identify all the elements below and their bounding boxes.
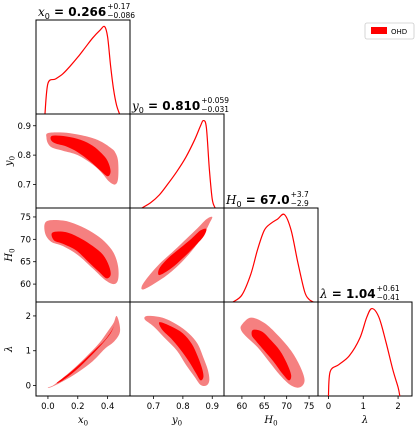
y-tick-label-y0: 0.9 — [17, 122, 31, 132]
x-tick-label-H0: 75 — [304, 402, 315, 412]
contour-1sigma-y0-H0 — [158, 228, 207, 276]
contour-panel-x0-y0 — [35, 113, 131, 209]
title-subscript: 0 — [139, 106, 144, 115]
title-value: = 1.04 — [328, 287, 376, 301]
panel-frame-x0-lambda — [35, 301, 131, 397]
title-symbol: λ — [319, 287, 328, 301]
y-tick-label-H0: 70 — [20, 235, 31, 245]
title-value: = 0.266 — [50, 5, 106, 19]
axis-label-subscript: 0 — [178, 420, 182, 428]
x-tick-label-lambda: 2 — [395, 402, 400, 412]
title-plus-error-x0: +0.17 — [107, 2, 130, 11]
marginal-panel-y0: y0 = 0.810 +0.059−0.031 — [129, 96, 229, 209]
y-tick-label-lambda: 2 — [26, 312, 31, 322]
x-tick-label-y0: 0.9 — [205, 402, 219, 412]
legend-swatch-ohd — [371, 27, 387, 34]
title-plus-error-lambda: +0.61 — [377, 284, 400, 293]
panel-title-x0: x0 = 0.266 — [38, 5, 106, 21]
x-tick-label-lambda: 0 — [326, 402, 331, 412]
marginal-curve-lambda — [327, 307, 401, 397]
y-tick-label-y0: 0.8 — [17, 151, 31, 161]
axis-label-subscript: 0 — [84, 420, 88, 428]
legend-label-ohd: OHD — [391, 28, 407, 36]
x-tick-label-x0: 0.2 — [71, 402, 85, 412]
panel-title-y0: y0 = 0.810 — [131, 99, 200, 115]
axis-label-symbol: y — [4, 160, 15, 167]
y-axis-label-H0: H0 — [4, 248, 17, 262]
axis-label-subscript: 0 — [273, 420, 277, 428]
y-tick-label-y0: 0.7 — [17, 181, 31, 191]
contour-panel-H0-lambda — [223, 301, 319, 397]
axis-label-symbol: λ — [361, 415, 368, 426]
x-axis-label-lambda: λ — [361, 415, 368, 426]
x-tick-label-H0: 70 — [281, 402, 292, 412]
axis-label-symbol: λ — [4, 346, 15, 353]
contour-1sigma-y0-lambda — [158, 322, 204, 381]
axis-label-symbol: H — [4, 253, 15, 263]
contour-2sigma-x0-lambda — [47, 315, 121, 388]
y-tick-label-H0: 75 — [20, 213, 31, 223]
axis-label-subscript: 0 — [9, 248, 17, 252]
marginal-curve-H0 — [232, 213, 314, 303]
y-tick-label-H0: 60 — [20, 280, 31, 290]
x-tick-label-H0: 60 — [236, 402, 247, 412]
title-symbol: x — [38, 5, 45, 19]
contour-1sigma-x0-y0 — [50, 135, 111, 177]
x-tick-label-lambda: 1 — [361, 402, 366, 412]
title-minus-error-x0: −0.086 — [107, 11, 135, 20]
title-plus-error-H0: +3.7 — [291, 190, 309, 199]
y-axis-label-lambda: λ — [4, 346, 15, 353]
contour-1sigma-x0-lambda — [56, 323, 116, 384]
axis-label-symbol: x — [78, 415, 84, 426]
axis-label-symbol: y — [171, 415, 178, 426]
contour-2sigma-y0-lambda — [144, 315, 210, 387]
x-axis-label-y0: y0 — [171, 415, 182, 428]
title-symbol: y — [131, 99, 139, 113]
y-axis-label-y0: y0 — [4, 156, 17, 167]
title-symbol: H — [225, 193, 237, 207]
x-axis-label-x0: x0 — [78, 415, 88, 428]
x-tick-label-y0: 0.7 — [147, 402, 161, 412]
title-plus-error-y0: +0.059 — [201, 96, 229, 105]
contour-1sigma-H0-lambda — [251, 329, 292, 381]
contour-panel-y0-H0 — [129, 207, 225, 303]
panel-frame-H0-lambda — [223, 301, 319, 397]
legend: OHD — [364, 22, 415, 40]
contour-panel-x0-lambda — [35, 301, 131, 397]
marginal-panel-x0: x0 = 0.266 +0.17−0.086 — [35, 2, 135, 115]
marginal-curve-x0 — [44, 25, 121, 115]
contour-panel-x0-H0 — [35, 207, 131, 303]
panel-title-lambda: λ = 1.04 — [319, 287, 376, 301]
panel-title-H0: H0 = 67.0 — [225, 193, 290, 209]
panel-frame-lambda — [317, 301, 413, 397]
x-tick-label-y0: 0.8 — [176, 402, 190, 412]
x-tick-label-H0: 65 — [259, 402, 270, 412]
x-tick-label-x0: 0.0 — [41, 402, 55, 412]
axis-label-symbol: H — [263, 415, 273, 426]
title-value: = 0.810 — [144, 99, 200, 113]
marginal-curve-y0 — [141, 119, 216, 209]
contour-1sigma-x0-H0 — [51, 231, 111, 279]
title-value: = 67.0 — [242, 193, 290, 207]
marginal-panel-H0: H0 = 67.0 +3.7−2.9 — [223, 190, 319, 303]
panel-frame-y0 — [129, 113, 225, 209]
y-tick-label-lambda: 0 — [26, 382, 31, 392]
x-tick-label-x0: 0.4 — [101, 402, 115, 412]
title-subscript: 0 — [45, 12, 50, 21]
title-minus-error-H0: −2.9 — [291, 199, 309, 208]
title-minus-error-lambda: −0.41 — [377, 293, 400, 302]
title-minus-error-y0: −0.031 — [201, 105, 229, 114]
contour-panel-y0-lambda — [129, 301, 225, 397]
y-tick-label-H0: 65 — [20, 258, 31, 268]
y-tick-label-lambda: 1 — [26, 347, 31, 357]
marginal-panel-lambda: λ = 1.04 +0.61−0.41 — [317, 284, 413, 397]
axis-label-subscript: 0 — [9, 156, 17, 160]
x-axis-label-H0: H0 — [263, 415, 277, 428]
title-subscript: 0 — [236, 200, 241, 209]
